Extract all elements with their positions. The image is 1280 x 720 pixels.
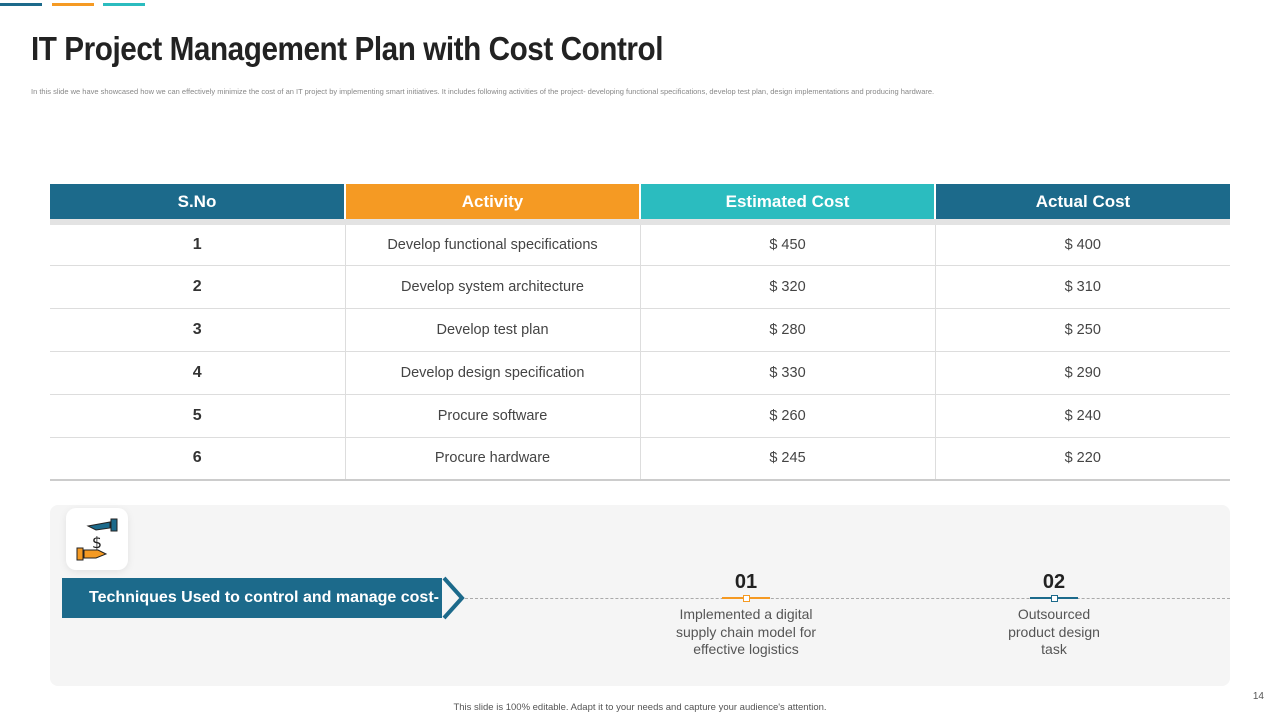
cell-actual-cost: $ 250 [935,308,1230,352]
cell-estimated-cost: $ 245 [640,437,936,481]
accent-bar-teal [0,3,42,6]
cell-estimated-cost: $ 330 [640,351,936,395]
cell-sno: 5 [50,394,346,438]
header-actual-cost: Actual Cost [935,184,1230,225]
cell-activity: Procure software [345,394,641,438]
table-row: 4 Develop design specification $ 330 $ 290 [50,351,1230,395]
cell-actual-cost: $ 240 [935,394,1230,438]
step-number: 02 [1042,571,1066,593]
step-text: Implemented a digital supply chain model… [675,606,817,657]
table-row: 3 Develop test plan $ 280 $ 250 [50,308,1230,352]
svg-text:$: $ [92,533,102,552]
footer-note: This slide is 100% editable. Adapt it to… [453,702,827,713]
techniques-banner: Techniques Used to control and manage co… [62,578,442,618]
cell-estimated-cost: $ 450 [640,222,936,266]
cell-activity: Develop design specification [345,351,641,395]
cell-sno: 6 [50,437,346,481]
hand-dollar-icon: $ [66,508,128,570]
cell-estimated-cost: $ 320 [640,265,936,309]
page-number: 14 [1252,691,1264,702]
step-number: 01 [734,571,758,593]
cell-activity: Develop functional specifications [345,222,641,266]
cell-activity: Develop system architecture [345,265,641,309]
cell-actual-cost: $ 310 [935,265,1230,309]
table-row: 2 Develop system architecture $ 320 $ 310 [50,265,1230,309]
table-row: 6 Procure hardware $ 245 $ 220 [50,437,1230,481]
cell-actual-cost: $ 290 [935,351,1230,395]
page-subtitle: In this slide we have showcased how we c… [31,87,935,96]
cell-activity: Procure hardware [345,437,641,481]
cell-actual-cost: $ 400 [935,222,1230,266]
timeline-line [465,598,1230,599]
table-row: 1 Develop functional specifications $ 450 $… [50,222,1230,266]
header-sno: S.No [50,184,346,225]
header-activity: Activity [345,184,641,225]
cell-sno: 3 [50,308,346,352]
cell-sno: 1 [50,222,346,266]
table-row: 5 Procure software $ 260 $ 240 [50,394,1230,438]
technique-step-1: 01 Implemented a digital supply chain mo… [656,571,836,659]
step-text: Outsourced product design task [1008,606,1100,657]
cell-sno: 2 [50,265,346,309]
cell-actual-cost: $ 220 [935,437,1230,481]
cell-activity: Develop test plan [345,308,641,352]
cell-estimated-cost: $ 280 [640,308,936,352]
cost-table: S.No Activity Estimated Cost Actual Cost… [50,184,1230,481]
chevron-right-icon [442,576,465,620]
step-dot [1051,595,1058,602]
accent-bar-orange [52,3,94,6]
page-title: IT Project Management Plan with Cost Con… [31,30,664,67]
cell-sno: 4 [50,351,346,395]
technique-step-2: 02 Outsourced product design task [964,571,1144,659]
accent-bar-cyan [103,3,145,6]
step-dot [743,595,750,602]
header-estimated-cost: Estimated Cost [640,184,936,225]
cell-estimated-cost: $ 260 [640,394,936,438]
